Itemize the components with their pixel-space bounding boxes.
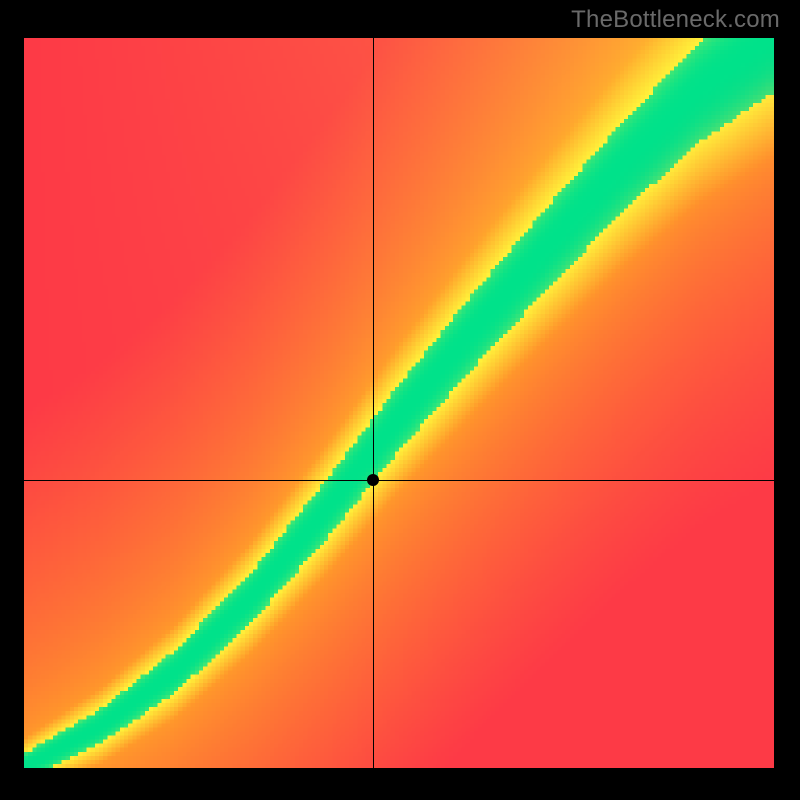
crosshair-vertical: [373, 38, 374, 768]
plot-area: [24, 38, 774, 768]
selection-marker: [367, 474, 379, 486]
heatmap-canvas: [24, 38, 774, 768]
watermark-text: TheBottleneck.com: [571, 6, 780, 34]
chart-container: TheBottleneck.com: [0, 0, 800, 800]
crosshair-horizontal: [24, 480, 774, 481]
